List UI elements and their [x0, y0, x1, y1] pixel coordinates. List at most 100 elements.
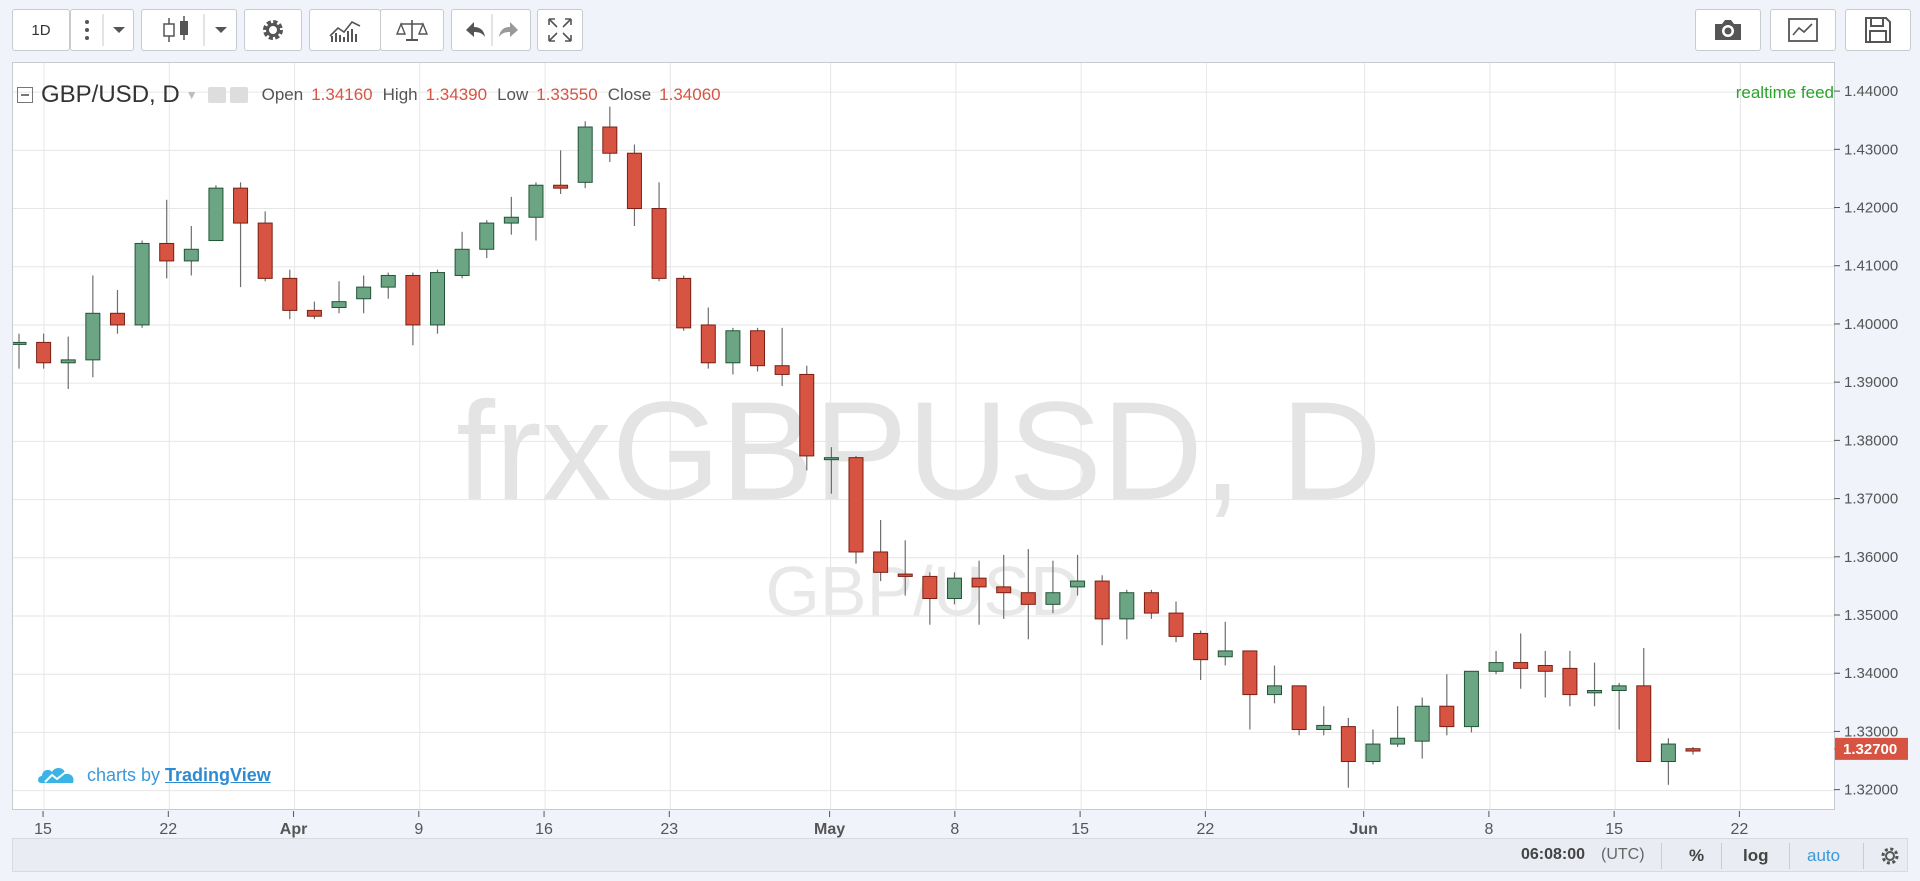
- candle[interactable]: [1636, 648, 1652, 763]
- candle[interactable]: [1217, 621, 1233, 666]
- candle[interactable]: [1193, 630, 1209, 681]
- chart-pane[interactable]: frxGBPUSD, D GBP/USD GBP/USD, D ▼ Open 1…: [12, 62, 1835, 810]
- symbol-menu-chevron-icon[interactable]: ▼: [185, 88, 198, 102]
- candle[interactable]: [700, 307, 716, 369]
- candle[interactable]: [183, 225, 199, 276]
- candle[interactable]: [946, 572, 962, 605]
- candle[interactable]: [1463, 670, 1479, 733]
- candle[interactable]: [1143, 589, 1159, 619]
- candle[interactable]: [528, 182, 544, 241]
- candle[interactable]: [109, 290, 125, 334]
- candle-body-down: [553, 184, 569, 189]
- candle-body-up: [356, 286, 372, 300]
- price-axis[interactable]: 1.44000 1.43000 1.42000 1.41000 1.40000 1.390…: [1834, 83, 1908, 799]
- candle[interactable]: [60, 336, 76, 389]
- settings-button[interactable]: [244, 9, 302, 51]
- candle[interactable]: [233, 182, 249, 288]
- candle[interactable]: [1488, 650, 1504, 675]
- interval-button[interactable]: 1D: [12, 9, 70, 51]
- candle[interactable]: [405, 272, 421, 346]
- candle[interactable]: [13, 333, 27, 369]
- snapshot-button[interactable]: [1695, 9, 1761, 51]
- candle[interactable]: [1685, 746, 1701, 755]
- candle[interactable]: [1070, 554, 1086, 596]
- candle[interactable]: [503, 196, 519, 235]
- candle[interactable]: [651, 182, 667, 282]
- candle[interactable]: [848, 455, 864, 564]
- candle-body-down: [676, 277, 692, 329]
- candle[interactable]: [1045, 560, 1061, 614]
- chart-style-button[interactable]: [141, 9, 237, 51]
- percent-toggle[interactable]: %: [1689, 846, 1705, 865]
- time-axis[interactable]: 15 22 Apr 9 16 23 May 8 15 22 Jun 8 15 22: [34, 811, 1748, 838]
- candle[interactable]: [1562, 650, 1578, 707]
- candle[interactable]: [1390, 706, 1406, 747]
- candle[interactable]: [971, 560, 987, 625]
- candle[interactable]: [380, 272, 396, 299]
- candle[interactable]: [454, 231, 470, 279]
- candle[interactable]: [1414, 697, 1430, 759]
- candle[interactable]: [331, 281, 347, 314]
- candle[interactable]: [577, 121, 593, 189]
- time-tick-label: 23: [660, 821, 678, 838]
- candle[interactable]: [676, 275, 692, 331]
- candle-body-down: [774, 365, 790, 375]
- candle[interactable]: [85, 275, 101, 378]
- candle[interactable]: [257, 211, 273, 282]
- candle[interactable]: [36, 333, 52, 369]
- tradingview-branding[interactable]: charts by TradingView: [37, 763, 271, 787]
- candle[interactable]: [1020, 549, 1036, 640]
- candle[interactable]: [1242, 650, 1258, 730]
- log-toggle[interactable]: log: [1743, 846, 1769, 865]
- candle[interactable]: [602, 106, 618, 162]
- candle[interactable]: [897, 540, 913, 596]
- candle[interactable]: [1513, 633, 1529, 689]
- candle[interactable]: [1439, 674, 1455, 736]
- candle[interactable]: [553, 150, 569, 194]
- candle[interactable]: [1587, 662, 1603, 707]
- candle[interactable]: [725, 327, 741, 375]
- candle[interactable]: [873, 519, 889, 582]
- candle[interactable]: [134, 240, 150, 328]
- save-button[interactable]: [1845, 9, 1911, 51]
- candle[interactable]: [430, 269, 445, 334]
- tradingview-link[interactable]: TradingView: [165, 764, 271, 785]
- candle[interactable]: [1267, 665, 1282, 704]
- candle[interactable]: [1119, 589, 1135, 640]
- candle[interactable]: [922, 572, 938, 625]
- candle[interactable]: [1316, 706, 1332, 736]
- candle[interactable]: [1340, 717, 1356, 788]
- candle[interactable]: [1611, 682, 1627, 730]
- candle[interactable]: [282, 269, 298, 320]
- candle[interactable]: [479, 220, 495, 259]
- symbol-title[interactable]: GBP/USD, D: [41, 81, 180, 108]
- candle[interactable]: [1537, 650, 1553, 698]
- candle[interactable]: [1168, 601, 1184, 643]
- candle[interactable]: [1660, 738, 1676, 785]
- candle[interactable]: [208, 185, 224, 242]
- price-chart[interactable]: frxGBPUSD, D GBP/USD: [13, 63, 1834, 809]
- fullscreen-button[interactable]: [537, 9, 583, 51]
- candle[interactable]: [750, 327, 766, 372]
- candle[interactable]: [356, 275, 372, 314]
- interval-menu-button[interactable]: [70, 9, 134, 51]
- indicators-button[interactable]: [309, 9, 381, 51]
- clock-timezone[interactable]: (UTC): [1601, 846, 1645, 863]
- compare-button[interactable]: [380, 9, 444, 51]
- candle[interactable]: [1094, 575, 1110, 646]
- candle[interactable]: [1365, 729, 1381, 765]
- chart-layout-button[interactable]: [1770, 9, 1836, 51]
- candle[interactable]: [1291, 685, 1307, 736]
- candle[interactable]: [306, 301, 322, 320]
- candle[interactable]: [996, 554, 1012, 619]
- candle[interactable]: [774, 327, 790, 387]
- eye-icon[interactable]: [207, 87, 226, 103]
- candle[interactable]: [823, 447, 839, 494]
- collapse-legend-icon[interactable]: [17, 87, 33, 103]
- auto-toggle[interactable]: auto: [1807, 846, 1841, 865]
- scale-settings-gear-icon[interactable]: [1879, 845, 1901, 867]
- candle[interactable]: [799, 365, 815, 471]
- candle[interactable]: [159, 199, 175, 279]
- settings-small-icon[interactable]: [229, 87, 248, 103]
- candle[interactable]: [626, 144, 642, 226]
